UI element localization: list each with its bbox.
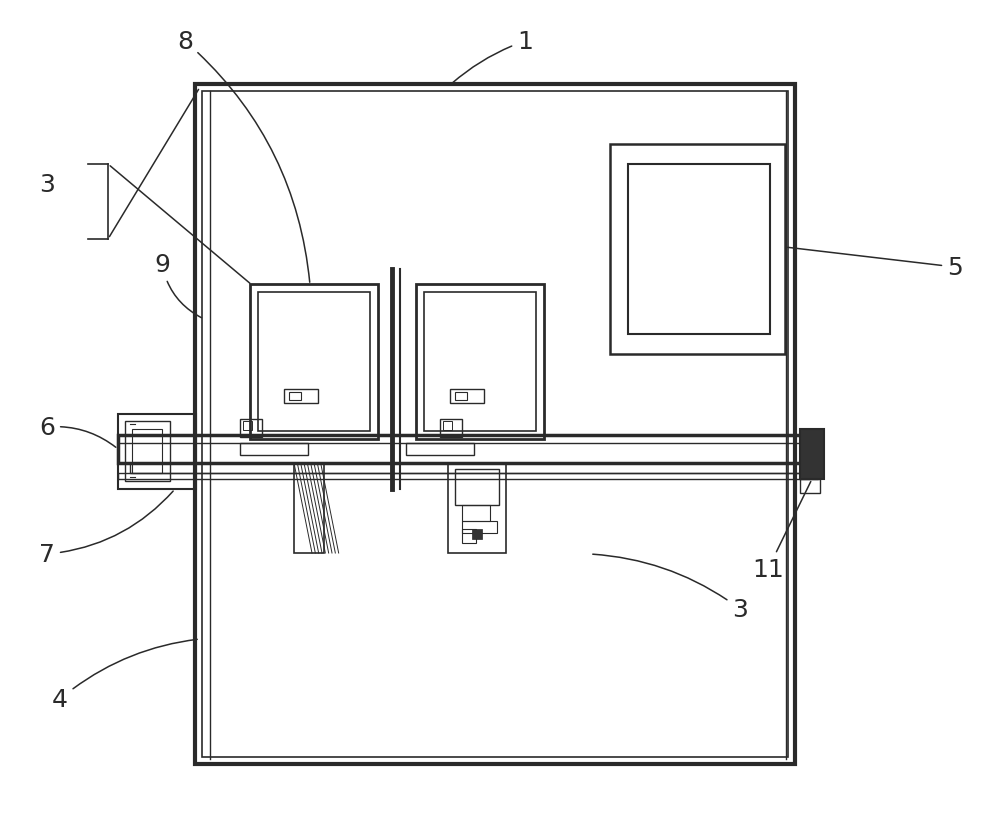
Text: 5: 5 — [788, 248, 963, 279]
Bar — [132, 429, 162, 473]
Bar — [118, 473, 818, 479]
Bar — [240, 419, 262, 437]
Bar — [800, 479, 820, 493]
Bar — [462, 529, 476, 543]
Text: 9: 9 — [154, 253, 202, 319]
Text: 3: 3 — [39, 173, 55, 197]
Bar — [289, 392, 301, 400]
Bar — [462, 505, 490, 522]
Text: 11: 11 — [752, 482, 811, 581]
Bar — [440, 419, 462, 437]
Bar — [240, 443, 308, 455]
Text: 3: 3 — [593, 554, 748, 622]
Bar — [243, 422, 252, 431]
Bar — [130, 464, 806, 473]
Bar — [472, 529, 482, 540]
Bar — [202, 92, 788, 757]
Bar — [406, 443, 474, 455]
Bar — [416, 285, 544, 440]
Bar — [462, 522, 497, 533]
Bar — [450, 390, 484, 404]
Bar — [455, 392, 467, 400]
Text: 6: 6 — [39, 415, 116, 448]
Bar — [443, 422, 452, 431]
Bar — [125, 422, 170, 482]
Bar — [610, 145, 785, 355]
Bar — [455, 469, 499, 505]
Text: 7: 7 — [39, 491, 173, 566]
Bar — [250, 285, 378, 440]
Bar — [118, 436, 818, 464]
Bar — [118, 414, 196, 490]
Bar — [448, 464, 506, 554]
Bar — [294, 464, 324, 554]
Bar — [258, 292, 370, 432]
Bar — [424, 292, 536, 432]
Text: 4: 4 — [52, 640, 197, 711]
Text: 1: 1 — [452, 30, 533, 84]
Bar — [800, 429, 824, 479]
Bar — [628, 165, 770, 335]
Bar — [284, 390, 318, 404]
Text: 8: 8 — [177, 30, 310, 283]
Bar — [195, 85, 795, 764]
